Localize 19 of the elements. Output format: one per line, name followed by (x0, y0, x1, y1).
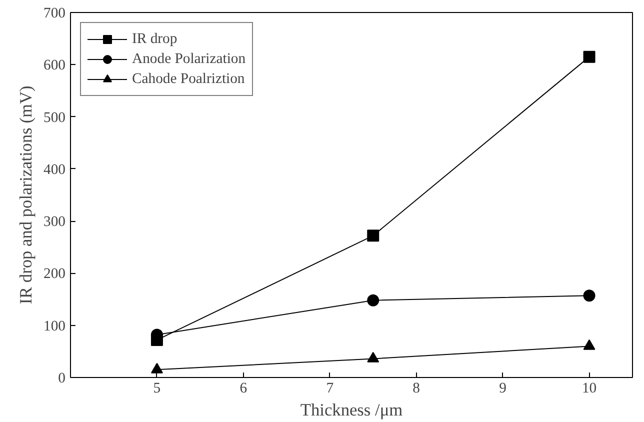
x-tick-label: 10 (582, 380, 597, 396)
legend-label: IR drop (132, 30, 178, 48)
y-tick-label: 0 (58, 370, 66, 386)
y-tick-label: 300 (44, 214, 66, 230)
legend-label: Anode Polarization (132, 50, 246, 68)
y-tick-label: 600 (44, 58, 66, 74)
y-axis-title: IR drop and polarizations (mV) (16, 86, 36, 304)
y-tick-label: 100 (44, 318, 66, 334)
x-tick-label: 6 (240, 380, 248, 396)
y-tick-label: 400 (44, 162, 66, 178)
x-tick-label: 5 (153, 380, 161, 396)
x-tick-label: 8 (412, 380, 420, 396)
x-tick-label: 7 (326, 380, 334, 396)
y-tick-label: 200 (44, 266, 66, 282)
legend-label: Cahode Poalriztion (132, 70, 245, 88)
y-tick-label: 700 (44, 6, 66, 22)
x-tick-label: 9 (499, 380, 506, 396)
x-axis-title: Thickness /μm (300, 400, 404, 420)
y-tick-label: 500 (44, 110, 66, 126)
